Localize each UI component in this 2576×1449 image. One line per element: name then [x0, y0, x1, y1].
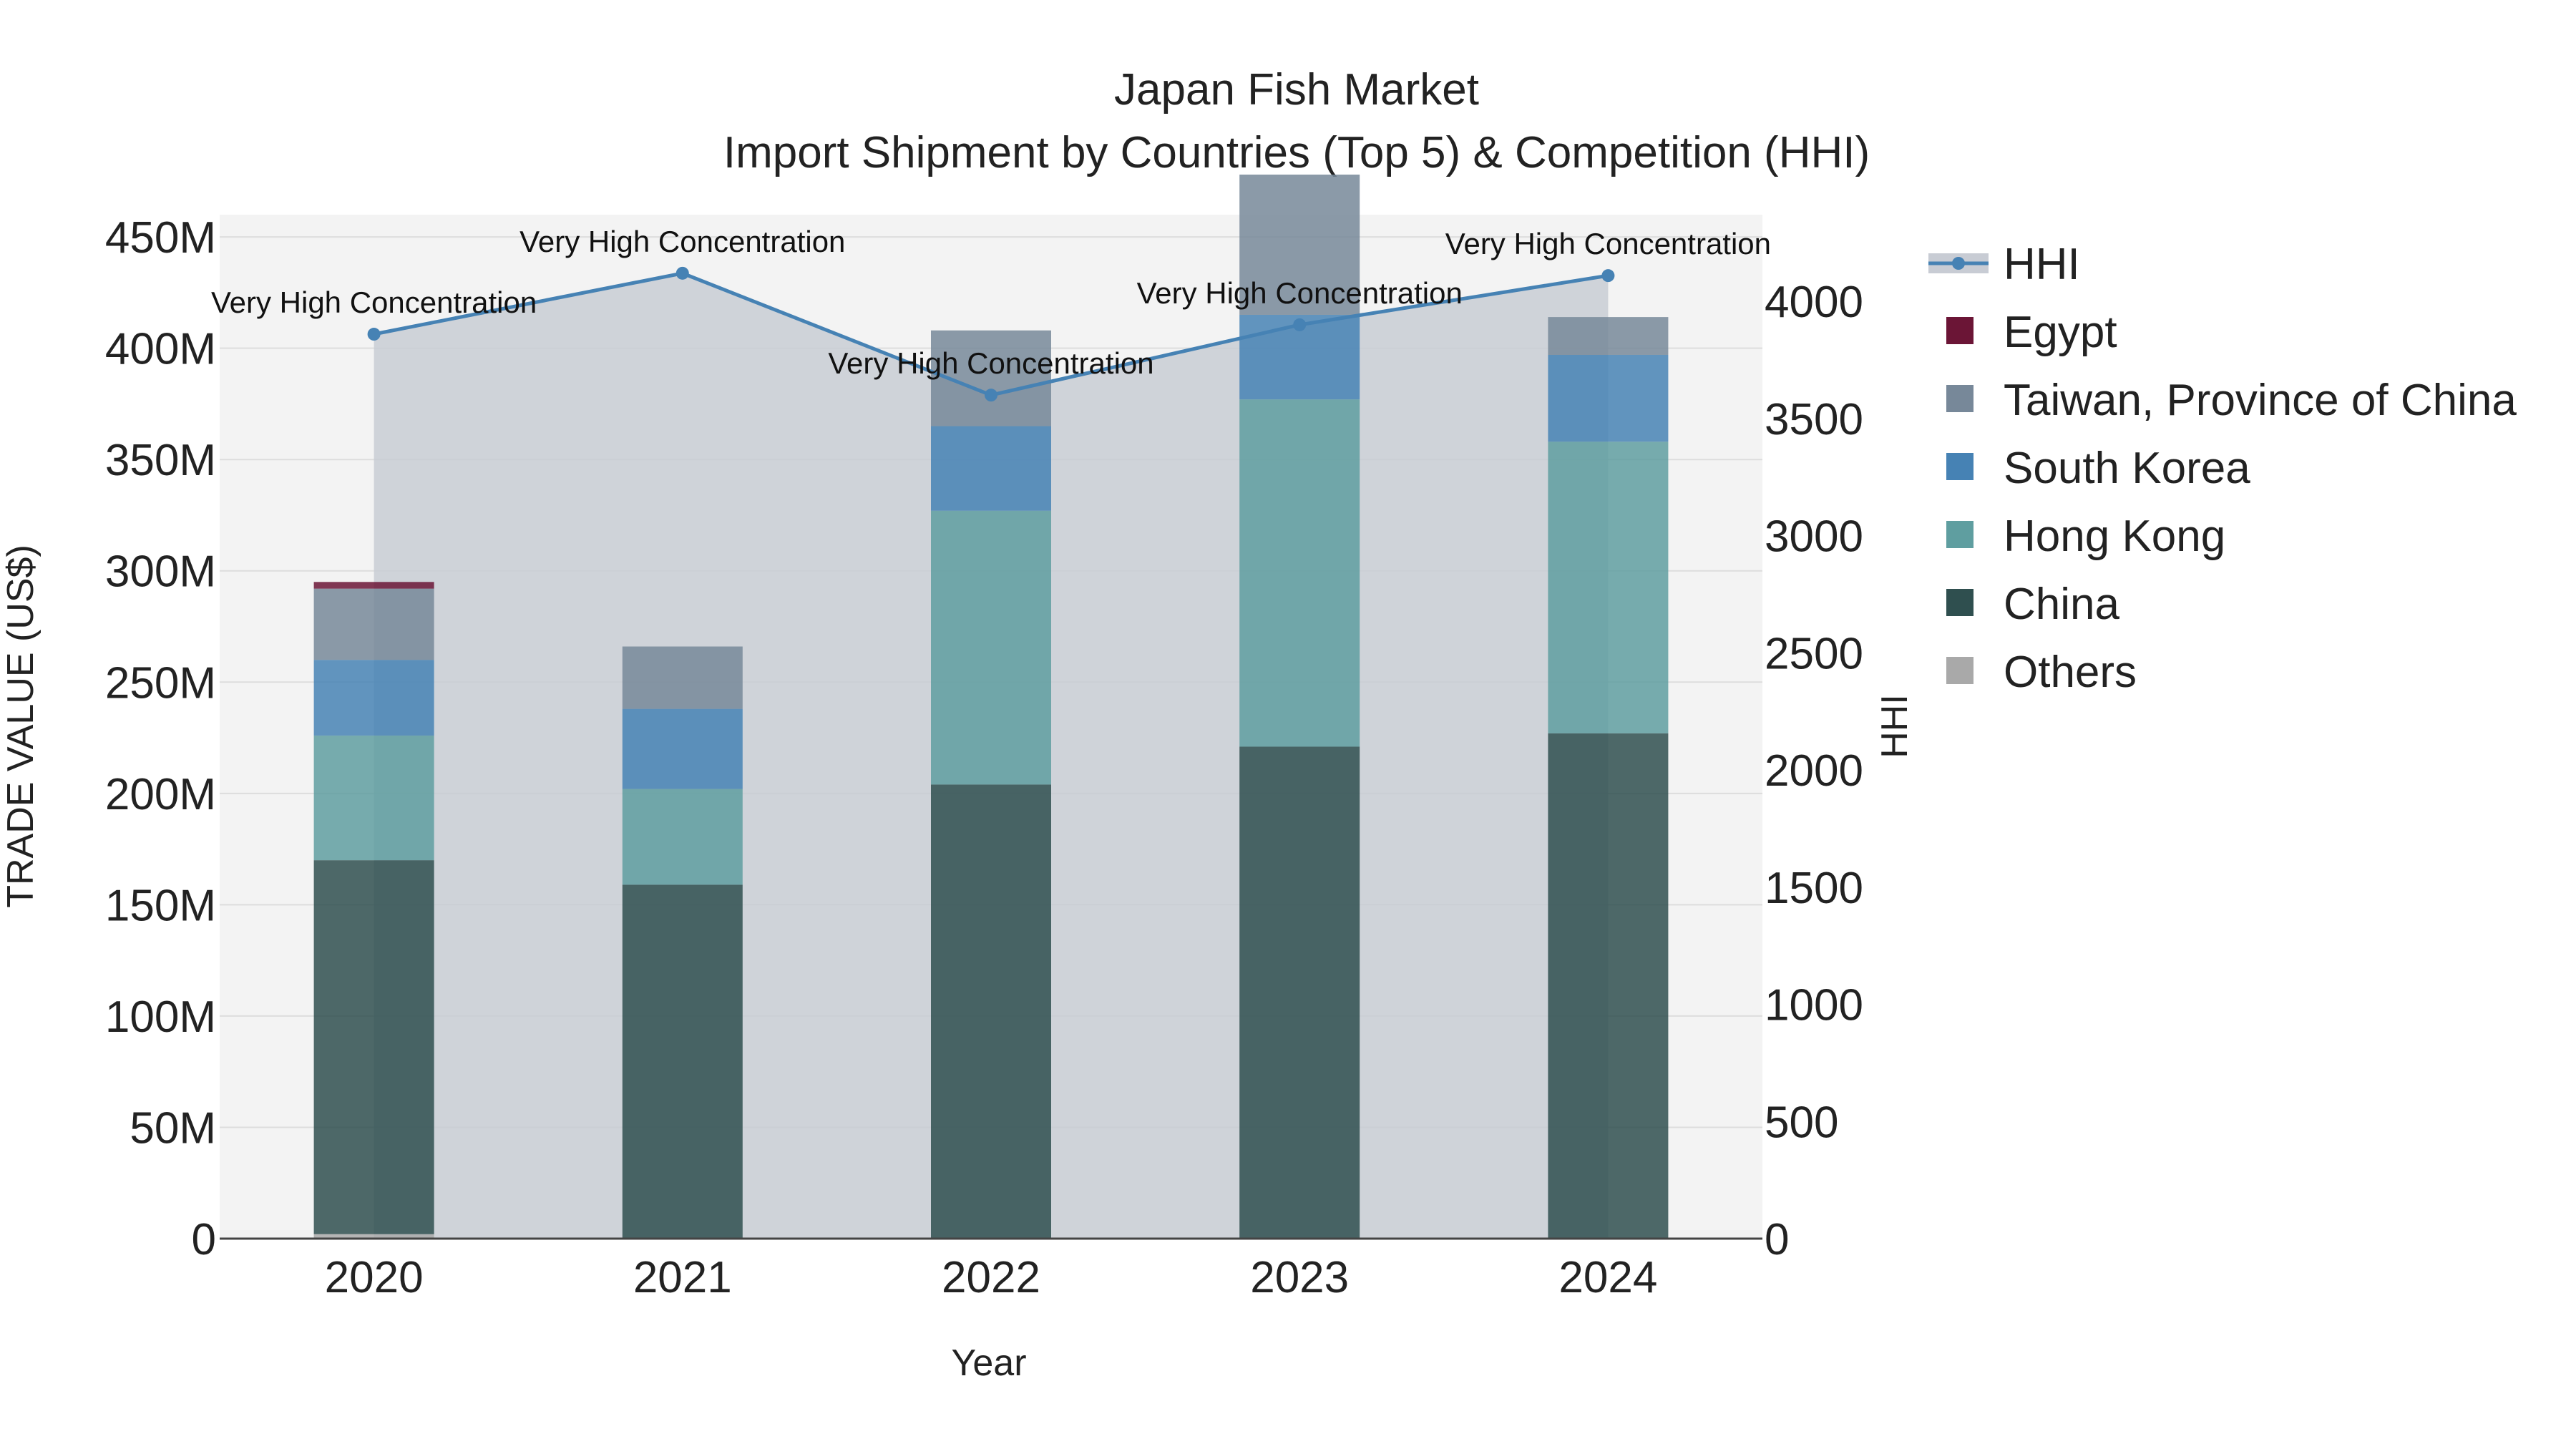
- bar-egypt-2020: [313, 582, 434, 589]
- legend-swatch: [1946, 589, 1974, 616]
- bar-hong-kong-2022: [931, 510, 1051, 785]
- hhi-annotation: Very High Concentration: [519, 225, 845, 258]
- y-tick-label: 300M: [105, 547, 216, 597]
- bar-china-2020: [313, 860, 434, 1234]
- y2-tick-label: 2500: [1765, 629, 1863, 678]
- legend-label: South Korea: [2004, 444, 2250, 493]
- hhi-point: [985, 389, 997, 402]
- legend: HHI Egypt Taiwan, Province of China South K…: [1928, 240, 2517, 697]
- hhi-point: [1601, 269, 1615, 283]
- chart-title: Japan Fish Market: [1114, 65, 1479, 114]
- y-tick-label: 400M: [105, 325, 216, 374]
- y-tick-label: 0: [192, 1215, 216, 1264]
- bar-china-2021: [622, 884, 743, 1239]
- x-tick-label: 2022: [942, 1253, 1040, 1302]
- bar-china-2022: [931, 784, 1051, 1239]
- x-axis-label: Year: [951, 1342, 1026, 1384]
- hhi-point: [1293, 318, 1307, 331]
- y2-tick-label: 3500: [1765, 395, 1863, 444]
- hhi-point: [367, 328, 381, 341]
- y-tick-label: 50M: [130, 1103, 216, 1153]
- legend-label: Hong Kong: [2004, 512, 2225, 561]
- hhi-line-layer: [367, 266, 1615, 402]
- y-tick-label: 350M: [105, 436, 216, 485]
- y2-tick-label: 4000: [1765, 278, 1863, 327]
- legend-label: Others: [2004, 648, 2137, 697]
- legend-swatch-hhi-marker: [1952, 257, 1965, 270]
- legend-label: HHI: [2004, 240, 2080, 289]
- chart-subtitle: Import Shipment by Countries (Top 5) & C…: [723, 128, 1870, 177]
- y2-tick-label: 3000: [1765, 512, 1863, 562]
- y-tick-label: 250M: [105, 658, 216, 708]
- y2-tick-label: 1000: [1765, 981, 1863, 1030]
- bar-taiwan-province-of-china-2024: [1548, 317, 1669, 355]
- x-tick-label: 2024: [1558, 1253, 1657, 1302]
- y2-tick-label: 500: [1765, 1098, 1838, 1147]
- hhi-point: [675, 266, 689, 280]
- legend-label: Egypt: [2004, 308, 2117, 357]
- x-axis: 2020 2021 2022 2023 2024: [325, 1253, 1658, 1302]
- legend-label: Taiwan, Province of China: [2004, 376, 2517, 425]
- y-tick-label: 150M: [105, 881, 216, 930]
- bar-hong-kong-2024: [1548, 441, 1669, 733]
- legend-swatch: [1946, 657, 1974, 684]
- x-tick-label: 2023: [1250, 1253, 1349, 1302]
- legend-swatch: [1946, 385, 1974, 412]
- bar-south-korea-2024: [1548, 354, 1669, 442]
- legend-swatch: [1946, 521, 1974, 548]
- y-tick-label: 200M: [105, 770, 216, 819]
- legend-swatch: [1946, 317, 1974, 344]
- y2-tick-label: 1500: [1765, 864, 1863, 913]
- y2-axis: 0 500 1000 1500 2000 2500 3000 3500 4000: [1765, 278, 1863, 1264]
- legend-swatch: [1946, 453, 1974, 480]
- y-tick-label: 450M: [105, 213, 216, 263]
- bar-china-2024: [1548, 733, 1669, 1239]
- bar-hong-kong-2023: [1239, 399, 1360, 747]
- bar-others-2020: [313, 1234, 434, 1239]
- hhi-annotation: Very High Concentration: [1137, 276, 1463, 310]
- bar-hong-kong-2021: [622, 789, 743, 885]
- y-tick-label: 100M: [105, 992, 216, 1042]
- x-tick-label: 2020: [325, 1253, 424, 1302]
- legend-label: China: [2004, 580, 2120, 629]
- bar-south-korea-2021: [622, 708, 743, 789]
- hhi-labels-layer: Very High Concentration Very High Concent…: [211, 225, 1771, 380]
- hhi-annotation: Very High Concentration: [211, 286, 537, 319]
- y2-tick-label: 2000: [1765, 746, 1863, 796]
- x-tick-label: 2021: [633, 1253, 732, 1302]
- hhi-annotation: Very High Concentration: [828, 346, 1153, 380]
- bar-china-2023: [1239, 746, 1360, 1239]
- bar-south-korea-2020: [313, 660, 434, 736]
- bar-south-korea-2022: [931, 426, 1051, 511]
- y-axis-label: TRADE VALUE (US$): [0, 545, 42, 908]
- bar-taiwan-province-of-china-2021: [622, 646, 743, 709]
- y-axis: 0 50M 100M 150M 200M 250M 300M 350M 400M 450M: [105, 213, 216, 1264]
- hhi-annotation: Very High Concentration: [1445, 227, 1771, 260]
- bar-taiwan-province-of-china-2020: [313, 588, 434, 660]
- y2-tick-label: 0: [1765, 1215, 1789, 1264]
- bar-taiwan-province-of-china-2023: [1239, 175, 1360, 315]
- bar-hong-kong-2020: [313, 735, 434, 861]
- bars-layer: [313, 175, 1669, 1239]
- y2-axis-label: HHI: [1874, 694, 1916, 758]
